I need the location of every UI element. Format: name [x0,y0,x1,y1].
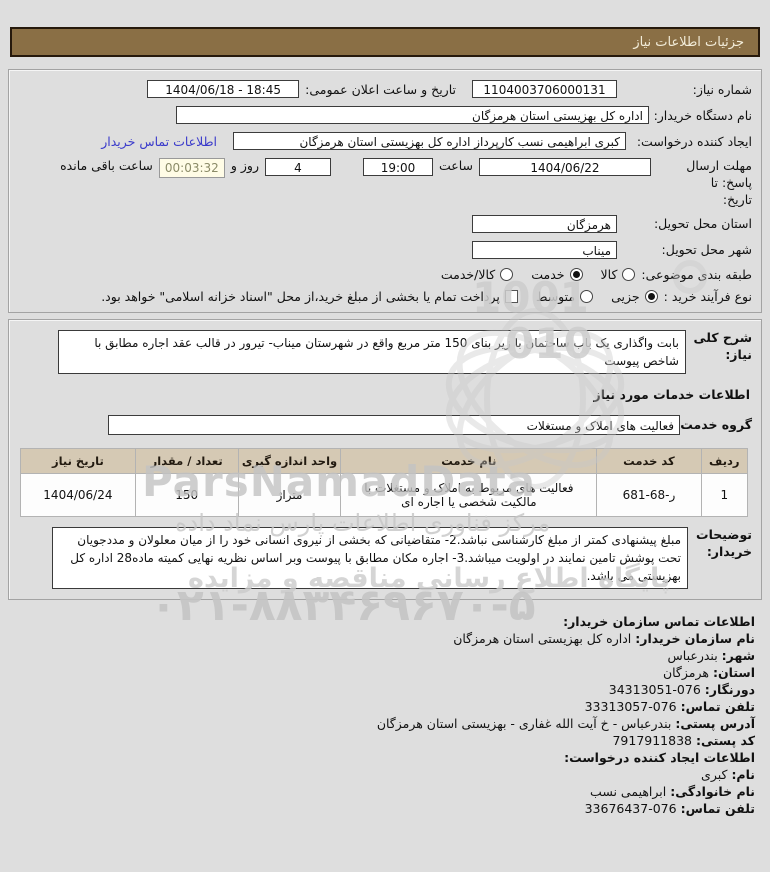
treasury-payment-option[interactable]: پرداخت تمام یا بخشی از مبلغ خرید،از محل … [101,289,518,304]
table-row: 1 ر-68-681 فعالیت های مربوط به املاک و م… [20,472,749,517]
cell-quantity: 150 [134,472,239,517]
org-postal-code-line: کد پستی: 7917911838 [612,732,755,748]
announce-datetime-label: تاریخ و ساعت اعلان عمومی: [305,81,456,97]
org-name-line: نام سازمان خریدار: اداره کل بهزیستی استا… [453,630,755,646]
page-title: جزئیات اطلاعات نیاز [10,27,760,57]
col-service-code: کد خدمت [596,447,702,474]
hours-remaining-label: ساعت باقی مانده [60,158,153,173]
buyer-notes-label: توضیحات خریدار: [696,526,752,559]
buyer-org-row: نام دستگاه خریدار: اداره کل بهزیستی استا… [18,106,752,124]
classification-label: طبقه بندی موضوعی: [641,266,752,282]
contact-section: اطلاعات تماس سازمان خریدار: نام سازمان خ… [15,613,755,817]
classification-option-service[interactable]: خدمت [531,266,583,282]
service-group-input[interactable]: فعالیت های املاک و مستغلات [108,414,680,435]
radio-goods-icon[interactable] [622,267,636,281]
radio-goods-service-icon[interactable] [500,267,514,281]
deadline-label: مهلت ارسال پاسخ: تا تاریخ: [686,158,752,207]
cell-service-name: فعالیت های مربوط به املاک و مستغلات با م… [340,472,598,517]
delivery-province-row: استان محل تحویل: هرمزگان [18,214,752,233]
days-and-label: روز و [230,158,259,173]
treasury-checkbox-icon[interactable] [504,289,518,303]
creator-row: ایجاد کننده درخواست: کبری ابراهیمی نسب ک… [18,132,752,150]
delivery-city-label: شهر محل تحویل: [661,242,752,258]
radio-service-label: خدمت [531,266,565,282]
process-type-row: نوع فرآیند خرید : جزیی متوسط پرداخت تمام… [18,289,752,304]
cell-row-number: 1 [700,472,749,517]
col-need-date: تاریخ نیاز [20,447,136,474]
radio-medium-icon[interactable] [580,289,594,303]
radio-goods-service-label: کالا/خدمت [440,266,496,282]
col-quantity: تعداد / مقدار [134,447,239,474]
radio-minor-icon[interactable] [644,289,658,303]
classification-row: طبقه بندی موضوعی: کالا خدمت کالا/خدمت [18,267,752,282]
cell-service-code: ر-68-681 [596,472,702,517]
org-fax-line: دورنگار: 34313051-076 [608,681,755,697]
deadline-hour-label: ساعت [438,158,473,173]
deadline-time-input[interactable]: 19:00 [362,158,433,176]
buyer-contact-link[interactable]: اطلاعات تماس خریدار [101,133,217,149]
need-description-row: شرح کلی نیاز: بابت واگذاری یک باب ساختما… [18,329,752,374]
cell-need-date: 1404/06/24 [20,472,136,517]
radio-medium-label: متوسط [535,288,576,304]
col-row-number: ردیف [700,447,749,474]
process-option-minor[interactable]: جزیی [611,289,658,304]
general-info-panel: شماره نیاز: 1104003706000131 تاریخ و ساع… [8,69,762,313]
buyer-org-label: نام دستگاه خریدار: [653,107,752,123]
org-phone-line: تلفن تماس: 33313057-076 [584,698,755,714]
cell-unit: متراژ [237,472,342,517]
services-table-header-row: ردیف کد خدمت نام خدمت واحد اندازه گیری ت… [20,447,749,474]
deadline-row: مهلت ارسال پاسخ: تا تاریخ: 1404/06/22 ساع… [18,158,752,209]
radio-minor-label: جزیی [611,288,640,304]
creator-label: ایجاد کننده درخواست: [636,133,752,149]
service-group-label: گروه خدمت: [675,417,752,433]
process-type-label: نوع فرآیند خرید : [663,288,752,304]
creator-phone-line: تلفن تماس: 33676437-076 [584,800,755,816]
announce-datetime-input[interactable]: 1404/06/18 - 18:45 [147,80,300,98]
need-number-row: شماره نیاز: 1104003706000131 تاریخ و ساع… [18,80,752,98]
service-group-row: گروه خدمت: فعالیت های املاک و مستغلات [18,414,752,435]
org-city-line: شهر: بندرعباس [667,647,755,663]
org-province-line: استان: هرمزگان [662,664,755,680]
col-service-name: نام خدمت [340,447,598,474]
deadline-date-input[interactable]: 1404/06/22 [479,158,651,176]
services-heading: اطلاعات خدمات مورد نیاز [593,386,751,402]
need-number-label: شماره نیاز: [692,81,752,97]
buyer-notes-row: توضیحات خریدار: مبلغ پیشنهادی کمتر از مب… [18,526,752,589]
classification-option-goods[interactable]: کالا [601,267,636,282]
remaining-time-countdown: 00:03:32 [158,158,225,178]
classification-option-goods-service[interactable]: کالا/خدمت [440,266,514,282]
delivery-city-row: شهر محل تحویل: میناب [18,240,752,259]
delivery-province-input[interactable]: هرمزگان [472,214,617,233]
need-number-input[interactable]: 1104003706000131 [472,80,617,98]
services-table: ردیف کد خدمت نام خدمت واحد اندازه گیری ت… [20,447,749,517]
creator-last-name-line: نام خانوادگی: ابراهیمی نسب [590,783,755,799]
buyer-org-input[interactable]: اداره کل بهزیستی استان هرمزگان [176,106,649,124]
org-address-line: آدرس پستی: بندرعباس - خ آیت الله غفاری -… [376,715,755,731]
col-unit: واحد اندازه گیری [237,447,342,474]
services-panel: شرح کلی نیاز: بابت واگذاری یک باب ساختما… [8,318,762,600]
radio-service-icon[interactable] [569,267,583,281]
treasury-checkbox-label: پرداخت تمام یا بخشی از مبلغ خرید،از محل … [101,288,500,304]
need-description-box[interactable]: بابت واگذاری یک باب ساختمان با زیر بنای … [58,329,686,374]
creator-input[interactable]: کبری ابراهیمی نسب کارپرداز اداره کل بهزی… [233,132,626,150]
page: { "header": { "title": "جزئیات اطلاعات ن… [0,27,770,872]
delivery-province-label: استان محل تحویل: [653,216,752,232]
creator-first-name-line: نام: کبری [701,766,755,782]
creator-contact-heading: اطلاعات ایجاد کننده درخواست: [564,749,755,765]
delivery-city-input[interactable]: میناب [472,240,617,259]
buyer-notes-box[interactable]: مبلغ پیشنهادی کمتر از مبلغ کارشناسی نباش… [52,526,688,589]
process-option-medium[interactable]: متوسط [535,288,594,304]
deadline-days-input[interactable]: 4 [264,158,331,176]
need-description-label: شرح کلی نیاز: [693,329,752,362]
org-contact-heading: اطلاعات تماس سازمان خریدار: [563,613,755,629]
radio-goods-label: کالا [600,266,618,282]
